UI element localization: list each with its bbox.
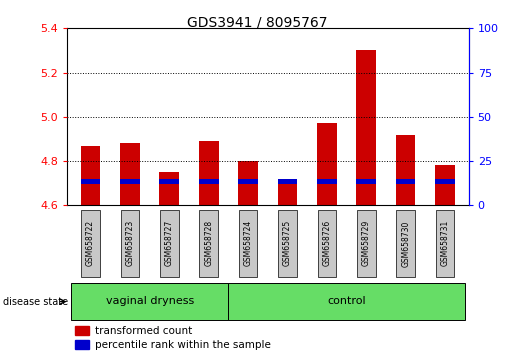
Text: GSM658728: GSM658728	[204, 220, 213, 267]
Text: GDS3941 / 8095767: GDS3941 / 8095767	[187, 16, 328, 30]
Bar	[160, 172, 179, 205]
Bar	[199, 141, 218, 205]
Bar	[75, 340, 89, 349]
Bar	[81, 179, 100, 184]
Bar	[199, 179, 218, 184]
FancyBboxPatch shape	[239, 210, 258, 276]
FancyBboxPatch shape	[199, 210, 218, 276]
Text: transformed count: transformed count	[95, 326, 192, 336]
Bar	[238, 179, 258, 184]
FancyBboxPatch shape	[71, 284, 229, 320]
Bar	[396, 179, 416, 184]
Bar	[238, 161, 258, 205]
Bar	[317, 179, 337, 184]
Bar	[278, 183, 297, 205]
FancyBboxPatch shape	[357, 210, 375, 276]
Bar	[356, 51, 376, 205]
Text: control: control	[327, 296, 366, 306]
Text: GSM658729: GSM658729	[362, 220, 371, 267]
FancyBboxPatch shape	[436, 210, 454, 276]
Text: percentile rank within the sample: percentile rank within the sample	[95, 340, 271, 350]
Bar	[120, 179, 140, 184]
Bar	[396, 135, 416, 205]
Bar	[356, 179, 376, 184]
Bar	[75, 326, 89, 335]
Text: GSM658723: GSM658723	[126, 220, 134, 267]
Bar	[435, 165, 455, 205]
Text: GSM658722: GSM658722	[86, 220, 95, 267]
FancyBboxPatch shape	[121, 210, 140, 276]
Text: GSM658724: GSM658724	[244, 220, 253, 267]
FancyBboxPatch shape	[396, 210, 415, 276]
Text: GSM658727: GSM658727	[165, 220, 174, 267]
FancyBboxPatch shape	[81, 210, 100, 276]
Text: disease state: disease state	[3, 297, 67, 307]
Bar	[81, 145, 100, 205]
Bar	[160, 179, 179, 184]
Text: GSM658730: GSM658730	[401, 220, 410, 267]
FancyBboxPatch shape	[229, 284, 465, 320]
Text: GSM658725: GSM658725	[283, 220, 292, 267]
FancyBboxPatch shape	[160, 210, 179, 276]
Text: vaginal dryness: vaginal dryness	[106, 296, 194, 306]
Text: GSM658726: GSM658726	[322, 220, 331, 267]
Bar	[120, 143, 140, 205]
Text: GSM658731: GSM658731	[440, 220, 450, 267]
FancyBboxPatch shape	[318, 210, 336, 276]
Bar	[317, 124, 337, 205]
FancyBboxPatch shape	[278, 210, 297, 276]
Bar	[435, 179, 455, 184]
Bar	[278, 179, 297, 184]
